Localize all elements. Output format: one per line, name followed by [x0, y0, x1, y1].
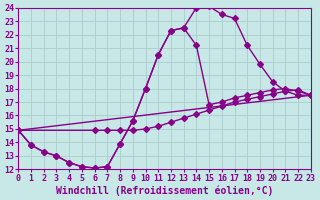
X-axis label: Windchill (Refroidissement éolien,°C): Windchill (Refroidissement éolien,°C): [56, 185, 273, 196]
